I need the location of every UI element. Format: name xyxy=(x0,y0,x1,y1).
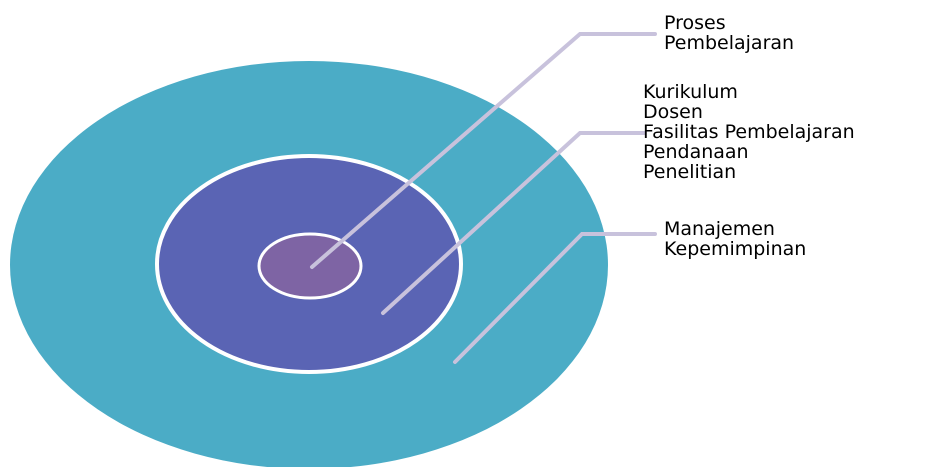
middle-label-line-1: Kurikulum xyxy=(643,81,738,103)
inner-core-ellipse xyxy=(257,232,363,300)
inner-leader-line xyxy=(310,32,657,269)
inner-layer-label: Proses Pembelajaran xyxy=(664,13,794,53)
inner-label-line-1: Proses xyxy=(664,12,726,34)
middle-label-line-3: Fasilitas Pembelajaran xyxy=(643,121,855,143)
outer-leader-line xyxy=(453,232,657,364)
outer-label-line-1: Manajemen xyxy=(664,218,775,240)
middle-label-line-2: Dosen xyxy=(643,101,703,123)
middle-label-line-4: Pendanaan xyxy=(643,141,749,163)
outer-layer-label: Manajemen Kepemimpinan xyxy=(664,219,806,259)
middle-leader-line xyxy=(381,131,646,315)
middle-label-line-5: Penelitian xyxy=(643,161,737,183)
inner-label-line-2: Pembelajaran xyxy=(664,32,795,54)
middle-layer-label: Kurikulum Dosen Fasilitas Pembelajaran P… xyxy=(643,82,855,182)
outer-label-line-2: Kepemimpinan xyxy=(664,238,807,260)
